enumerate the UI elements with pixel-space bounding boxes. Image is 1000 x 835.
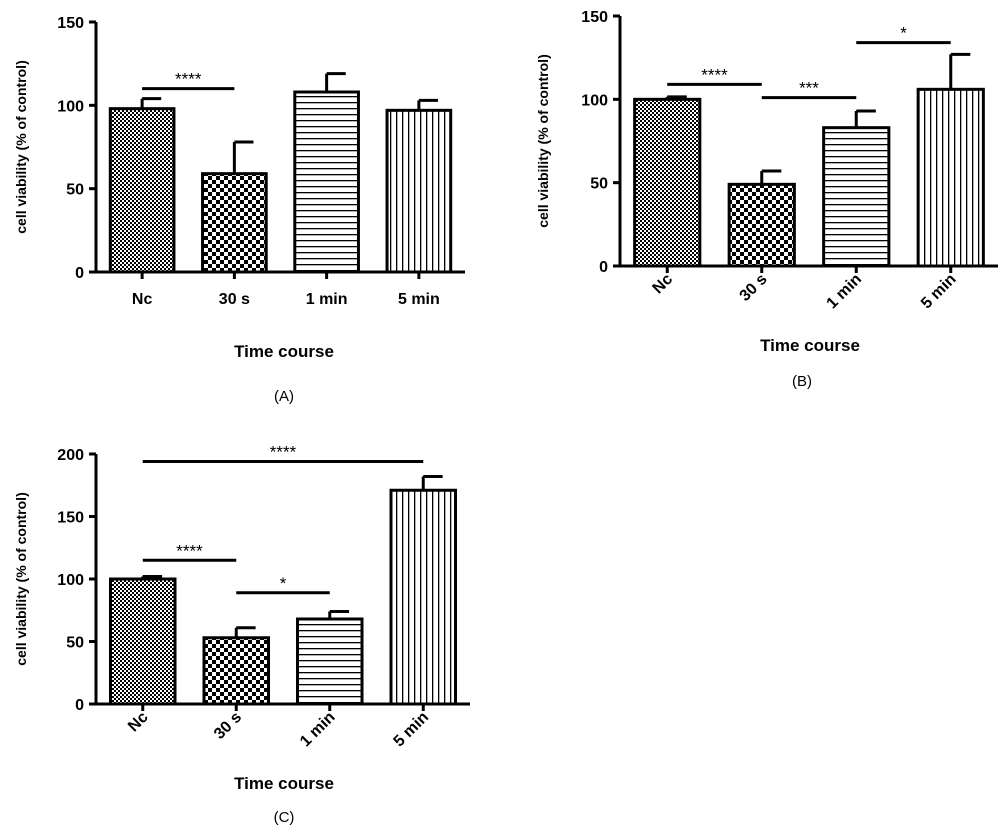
y-tick-label: 50 bbox=[66, 635, 84, 652]
bar-30-s bbox=[727, 182, 796, 268]
y-axis-title: cell viability (% of control) bbox=[13, 60, 29, 233]
y-tick-label: 150 bbox=[57, 15, 84, 32]
significance-label: *** bbox=[799, 79, 819, 98]
significance-label: **** bbox=[176, 541, 203, 560]
bar-nc bbox=[108, 107, 176, 274]
bar-1-min bbox=[295, 617, 364, 706]
significance-label: * bbox=[900, 24, 907, 43]
y-tick-label: 0 bbox=[75, 697, 84, 714]
x-tick-label: 1 min bbox=[297, 709, 339, 751]
bar-5-min bbox=[916, 87, 985, 268]
panel-label: (C) bbox=[274, 809, 295, 826]
bar-nc bbox=[108, 577, 177, 706]
y-tick-label: 100 bbox=[57, 572, 84, 589]
x-tick-label: 30 s bbox=[737, 271, 771, 305]
x-tick-label: Nc bbox=[125, 709, 152, 736]
x-tick-label: Nc bbox=[132, 291, 153, 308]
x-tick-label: 5 min bbox=[391, 709, 433, 751]
x-axis-title: Time course bbox=[760, 336, 860, 355]
x-tick-label: 30 s bbox=[211, 709, 245, 743]
y-tick-label: 150 bbox=[57, 510, 84, 527]
x-tick-label: 5 min bbox=[918, 271, 960, 313]
significance-label: **** bbox=[701, 65, 728, 84]
y-tick-label: 50 bbox=[590, 176, 608, 193]
y-axis-title: cell viability (% of control) bbox=[535, 54, 551, 227]
y-tick-label: 0 bbox=[599, 259, 608, 276]
chart-panel-b: 0 50 100 150 cell viability (% of control) Nc… bbox=[535, 9, 998, 390]
y-tick-label: 150 bbox=[581, 9, 608, 26]
significance-label: **** bbox=[175, 70, 202, 89]
x-tick-label: 1 min bbox=[306, 291, 348, 308]
y-tick-label: 200 bbox=[57, 447, 84, 464]
x-axis-title: Time course bbox=[234, 774, 334, 793]
x-tick-label: 5 min bbox=[398, 291, 440, 308]
y-tick-label: 100 bbox=[581, 92, 608, 109]
y-axis-title: cell viability (% of control) bbox=[13, 492, 29, 665]
significance-label: **** bbox=[270, 443, 297, 462]
bar-30-s bbox=[202, 636, 271, 706]
bar-1-min bbox=[822, 126, 891, 268]
bar-5-min bbox=[389, 488, 458, 706]
x-tick-label: 1 min bbox=[824, 271, 866, 313]
panel-label: (A) bbox=[274, 388, 294, 405]
x-axis-title: Time course bbox=[234, 342, 334, 361]
bar-5-min bbox=[385, 108, 453, 274]
y-tick-label: 0 bbox=[75, 265, 84, 282]
chart-panel-c: 0 50 100 150 200 cell viability (% of control… bbox=[13, 443, 470, 826]
chart-panel-a: 0 50 100 150 cell viability (% of control) Nc… bbox=[13, 15, 465, 405]
y-tick-label: 100 bbox=[57, 98, 84, 115]
bar-1-min bbox=[293, 90, 360, 274]
bar-nc bbox=[633, 97, 702, 268]
x-tick-label: Nc bbox=[650, 271, 677, 298]
panel-label: (B) bbox=[792, 373, 812, 390]
significance-label: * bbox=[280, 574, 287, 593]
bar-30-s bbox=[201, 172, 268, 274]
y-tick-label: 50 bbox=[66, 182, 84, 199]
x-tick-label: 30 s bbox=[219, 291, 250, 308]
